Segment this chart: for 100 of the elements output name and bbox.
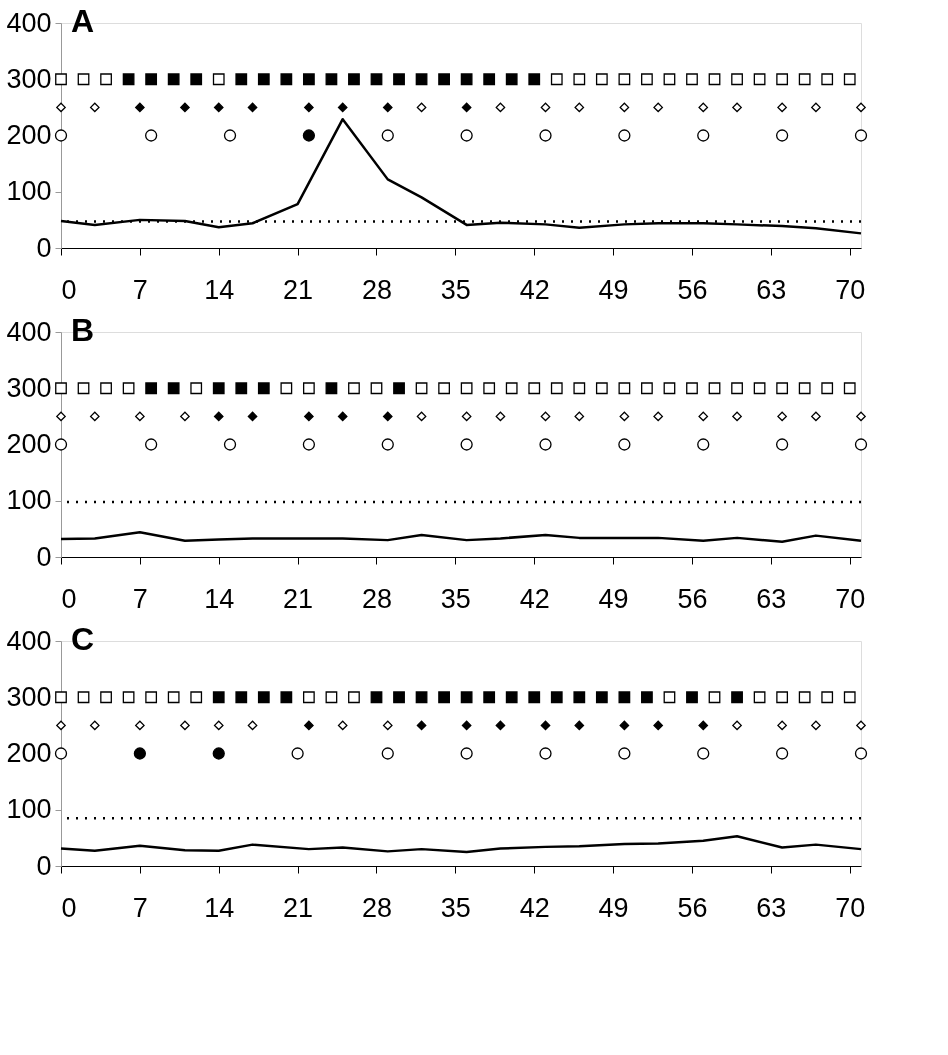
x-tick-label: 21 <box>283 583 314 614</box>
point <box>381 438 394 451</box>
point <box>618 382 631 395</box>
point <box>415 73 428 86</box>
point <box>100 691 112 704</box>
point <box>145 691 158 704</box>
point <box>213 102 224 113</box>
y-tick-label: 400 <box>6 7 52 38</box>
point <box>821 382 834 395</box>
point <box>180 720 190 731</box>
point <box>460 438 473 451</box>
x-tick-label: 28 <box>361 274 393 305</box>
x-tick-label: 56 <box>677 274 708 305</box>
point <box>663 382 676 395</box>
point <box>573 691 586 704</box>
point <box>257 691 270 704</box>
x-tick-label: 21 <box>283 892 314 923</box>
y-tick-label: 200 <box>6 120 52 150</box>
x-tick-label: 0 <box>61 583 77 614</box>
point <box>708 691 721 704</box>
point <box>438 382 450 395</box>
point <box>122 73 135 86</box>
point <box>550 73 563 86</box>
point <box>595 73 608 86</box>
point <box>100 73 112 86</box>
point <box>686 382 698 395</box>
point <box>776 438 789 451</box>
point <box>483 73 496 86</box>
point <box>257 382 270 395</box>
point <box>438 691 450 704</box>
point <box>460 691 473 704</box>
point <box>798 382 811 395</box>
x-tick-label: 14 <box>204 892 235 923</box>
point <box>821 691 834 704</box>
point <box>291 747 304 760</box>
point <box>304 720 314 731</box>
point <box>212 691 225 704</box>
point <box>370 691 383 704</box>
point <box>235 73 248 86</box>
point <box>618 438 631 451</box>
point <box>190 73 203 86</box>
point <box>483 382 496 395</box>
point <box>619 102 630 113</box>
point <box>732 102 742 113</box>
point <box>135 720 145 731</box>
point <box>304 102 314 113</box>
point <box>619 720 630 731</box>
point <box>618 747 631 760</box>
point <box>54 747 68 760</box>
point <box>235 382 248 395</box>
point <box>821 73 834 86</box>
point <box>495 720 506 731</box>
point <box>382 102 393 113</box>
point <box>732 411 742 422</box>
point <box>438 73 450 86</box>
point <box>348 73 360 86</box>
point <box>505 691 518 704</box>
point <box>776 129 789 142</box>
point <box>348 382 360 395</box>
point <box>505 73 518 86</box>
y-tick-label: 200 <box>6 429 52 459</box>
point <box>540 720 551 731</box>
point <box>212 747 225 760</box>
point <box>550 382 563 395</box>
point <box>55 382 67 395</box>
point <box>325 691 338 704</box>
point <box>190 691 203 704</box>
y-tick-label: 0 <box>36 541 52 572</box>
x-tick-label: 28 <box>361 892 393 923</box>
point <box>235 691 248 704</box>
point <box>461 102 472 113</box>
y-tick-label: 100 <box>6 485 52 516</box>
point <box>247 720 258 731</box>
point <box>122 691 135 704</box>
point <box>302 73 315 86</box>
point <box>811 720 821 731</box>
point <box>574 411 585 422</box>
point <box>381 129 394 142</box>
point <box>618 73 631 86</box>
point <box>337 102 348 113</box>
point <box>415 691 428 704</box>
point <box>302 129 316 142</box>
point <box>539 438 552 451</box>
point <box>54 129 68 142</box>
x-tick-label: 21 <box>283 274 314 305</box>
point <box>653 411 664 422</box>
point <box>698 102 709 113</box>
x-tick-label: 70 <box>835 892 866 923</box>
point <box>573 73 586 86</box>
point <box>325 382 338 395</box>
point <box>167 382 180 395</box>
point <box>539 129 552 142</box>
point <box>167 73 180 86</box>
x-tick-label: 35 <box>440 892 471 923</box>
point <box>100 382 112 395</box>
y-tick-label: 300 <box>6 63 52 94</box>
point <box>528 73 541 86</box>
point <box>708 382 721 395</box>
point <box>304 411 314 422</box>
x-tick-label: 7 <box>132 274 148 305</box>
